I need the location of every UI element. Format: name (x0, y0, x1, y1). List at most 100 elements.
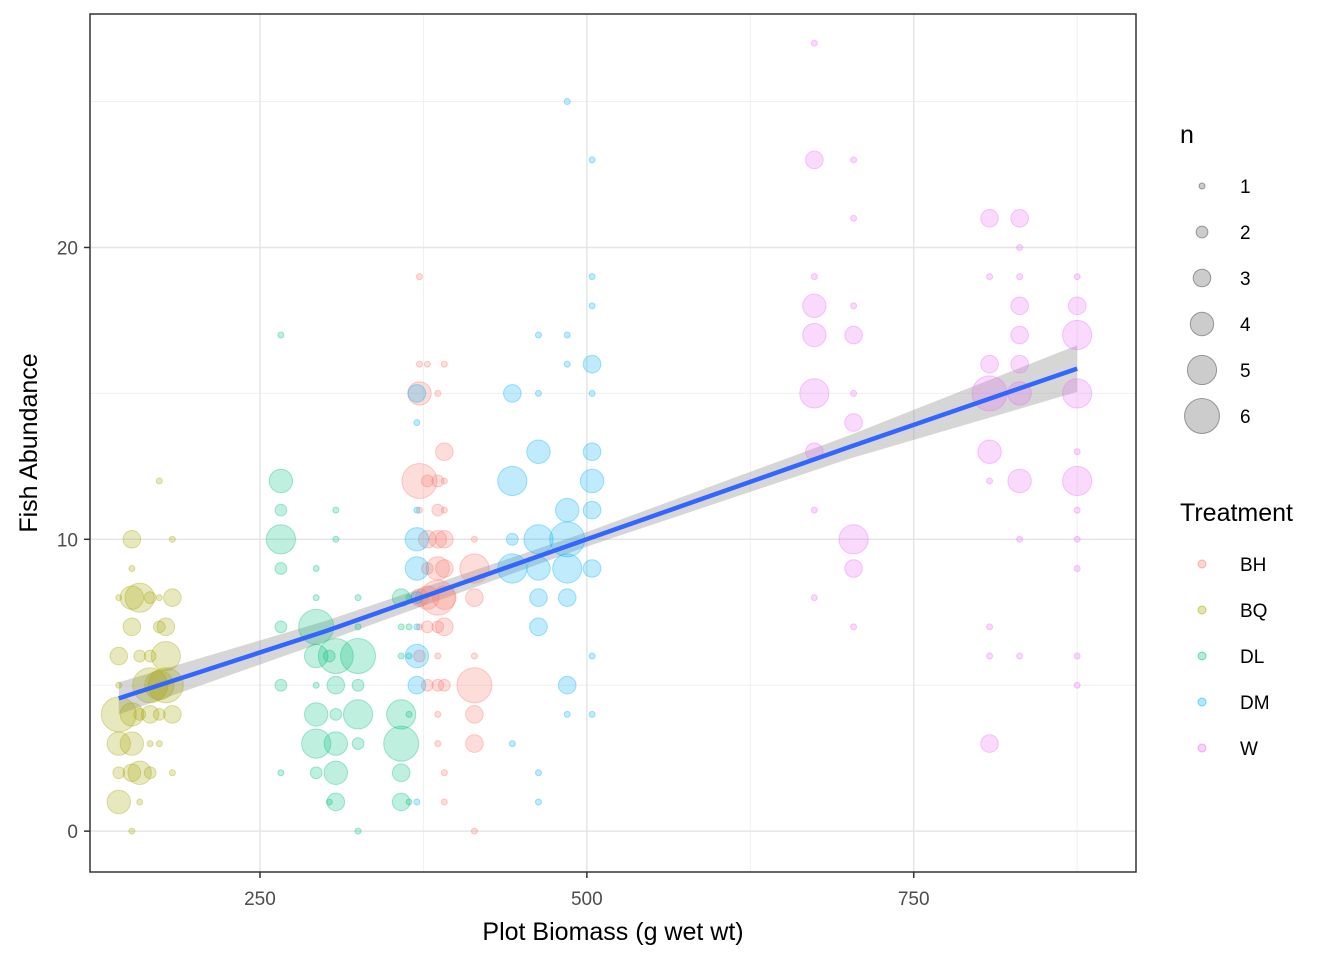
data-point (420, 678, 434, 692)
data-point (405, 710, 413, 718)
data-point (152, 708, 166, 721)
data-point (986, 477, 994, 485)
data-point (128, 564, 136, 572)
y-tick-label: 10 (57, 530, 78, 551)
data-point (405, 652, 413, 660)
data-point (470, 827, 478, 835)
size-legend-key (1184, 398, 1220, 434)
data-point (405, 798, 413, 806)
data-point (435, 442, 454, 462)
data-point (470, 535, 478, 543)
data-point (440, 506, 448, 514)
data-point (465, 734, 484, 753)
data-point (844, 325, 863, 345)
data-point (557, 675, 577, 695)
data-point (1016, 652, 1024, 660)
data-point (127, 760, 152, 785)
data-point (413, 798, 421, 806)
data-point (405, 623, 413, 631)
confidence-band (118, 345, 1078, 715)
data-point (133, 649, 147, 663)
data-point (418, 530, 437, 549)
data-point (557, 588, 577, 607)
data-point (1010, 354, 1029, 374)
series-BQ (100, 477, 184, 835)
data-point (563, 98, 571, 106)
y-axis: 0 10 20 (57, 238, 90, 843)
data-point (354, 623, 362, 631)
data-point (342, 699, 374, 730)
data-point (391, 763, 411, 783)
data-point (397, 623, 405, 631)
data-point (122, 617, 142, 637)
data-point (312, 564, 320, 572)
data-point (434, 710, 442, 718)
data-point (112, 766, 126, 780)
data-point (1007, 468, 1032, 494)
data-point (274, 620, 288, 634)
data-point (163, 588, 182, 607)
data-point (143, 649, 157, 663)
fit-line (118, 366, 1078, 701)
data-point (155, 740, 163, 748)
data-point (354, 594, 362, 602)
data-point (407, 384, 427, 403)
data-point (354, 827, 362, 835)
data-points-layer (100, 39, 1093, 835)
data-point (986, 623, 994, 631)
size-legend-label: 1 (1240, 177, 1251, 198)
data-point (404, 643, 430, 669)
data-point (435, 530, 454, 549)
data-point (1073, 273, 1081, 281)
data-point (435, 559, 454, 578)
data-point (552, 553, 583, 584)
data-point (435, 617, 454, 637)
data-point (152, 620, 166, 634)
data-point (274, 503, 288, 517)
data-point (588, 710, 596, 718)
minor-gridlines (90, 14, 1136, 872)
size-legend-key (1189, 311, 1215, 337)
data-point (434, 652, 442, 660)
data-point (431, 678, 445, 692)
data-point (128, 827, 136, 835)
data-point (106, 789, 131, 815)
data-point (119, 585, 145, 610)
data-point (431, 620, 445, 634)
data-point (323, 760, 349, 785)
data-point (563, 710, 571, 718)
data-point (850, 214, 858, 222)
data-point (413, 506, 421, 514)
color-legend-key (1197, 605, 1207, 615)
data-point (1067, 296, 1087, 316)
data-point (119, 702, 145, 727)
data-point (579, 468, 605, 494)
data-point (470, 652, 478, 660)
data-point (312, 681, 320, 689)
data-point (1073, 652, 1081, 660)
data-point (440, 769, 448, 777)
x-tick-label: 750 (898, 889, 930, 910)
data-point (977, 439, 1002, 464)
data-point (523, 524, 554, 555)
size-legend-key (1186, 354, 1218, 386)
data-point (440, 798, 448, 806)
size-legend: n 1 2 3 4 5 6 (1180, 121, 1251, 434)
data-point (265, 524, 296, 555)
data-point (563, 360, 571, 368)
y-tick-label: 0 (67, 822, 78, 843)
data-point (582, 354, 602, 374)
data-point (805, 150, 824, 170)
data-point (397, 652, 405, 660)
data-point (555, 497, 580, 523)
data-point (802, 293, 827, 319)
data-point (143, 591, 157, 605)
data-point (799, 378, 830, 409)
data-point (415, 623, 423, 631)
data-point (322, 649, 336, 663)
color-legend-key (1197, 559, 1207, 569)
data-point (391, 792, 411, 812)
color-legend-key (1197, 651, 1207, 661)
data-point (323, 731, 349, 756)
data-point (428, 530, 448, 549)
